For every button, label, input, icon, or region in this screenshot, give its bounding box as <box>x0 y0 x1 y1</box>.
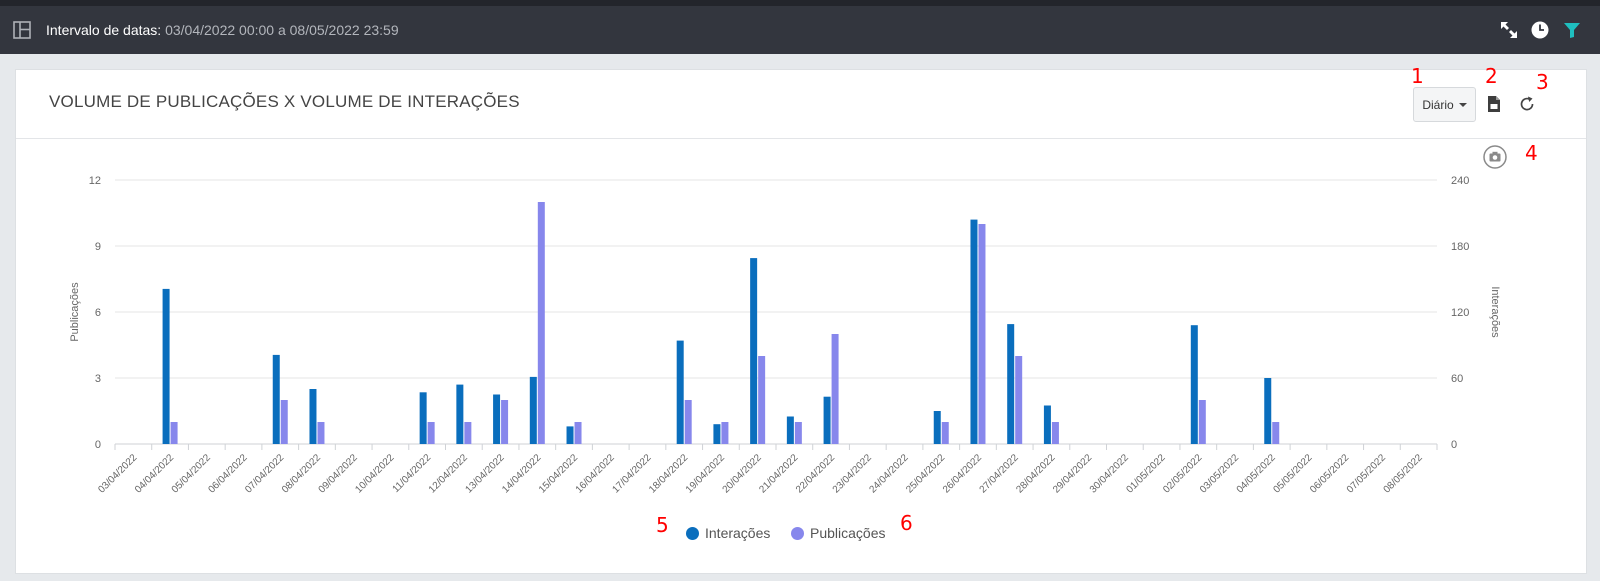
bar-interacoes <box>1043 405 1051 444</box>
bar-publicacoes <box>1015 356 1023 444</box>
legend-swatch-publicacoes <box>791 526 804 540</box>
left-axis-tick-label: 12 <box>89 175 101 187</box>
bar-publicacoes <box>1051 422 1059 444</box>
left-axis-tick-label: 9 <box>95 241 101 253</box>
period-dropdown-value: Diário <box>1422 97 1454 112</box>
bar-publicacoes <box>1198 400 1206 444</box>
caret-down-icon <box>1458 102 1467 107</box>
left-axis-title: Publicações <box>69 282 81 342</box>
bar-publicacoes <box>794 422 802 444</box>
bar-publicacoes <box>170 422 178 444</box>
bar-publicacoes <box>978 224 986 444</box>
bar-interacoes <box>456 384 464 444</box>
top-toolbar: Intervalo de datas: 03/04/2022 00:00 a 0… <box>0 6 1600 54</box>
bar-publicacoes <box>464 422 472 444</box>
right-axis-tick-label: 180 <box>1451 241 1469 253</box>
bar-interacoes <box>1190 325 1198 444</box>
date-range-caption: Intervalo de datas <box>46 22 158 38</box>
bar-publicacoes <box>831 334 839 444</box>
x-axis-tick-label: 10/04/2022 <box>353 452 396 495</box>
bar-publicacoes <box>721 422 729 444</box>
legend-item-publicacoes[interactable]: Publicações <box>791 525 886 541</box>
bar-interacoes <box>272 354 280 444</box>
bar-publicacoes <box>501 400 509 444</box>
bar-interacoes <box>933 411 941 444</box>
bar-interacoes <box>676 340 684 444</box>
bar-interacoes <box>786 416 794 444</box>
annotation-2: 2 <box>1485 64 1498 88</box>
card-header: VOLUME DE PUBLICAÇÕES X VOLUME DE INTERA… <box>16 64 1586 139</box>
left-axis-tick-label: 3 <box>95 373 101 385</box>
bar-interacoes <box>1007 324 1015 444</box>
legend-label-interacoes: Interações <box>705 525 771 541</box>
bar-publicacoes <box>537 202 545 444</box>
refresh-icon[interactable] <box>1515 92 1539 116</box>
bar-publicacoes <box>758 356 766 444</box>
fullscreen-icon[interactable] <box>1497 18 1521 42</box>
bar-publicacoes <box>427 422 435 444</box>
legend-item-interacoes[interactable]: Interações <box>686 525 770 541</box>
clock-icon[interactable] <box>1528 18 1552 42</box>
bar-publicacoes <box>684 400 692 444</box>
right-axis-tick-label: 120 <box>1451 307 1469 319</box>
bar-interacoes <box>529 376 537 444</box>
filter-icon[interactable] <box>1560 18 1584 42</box>
date-range-separator: : <box>157 22 162 38</box>
bar-interacoes <box>1264 378 1272 444</box>
bar-interacoes <box>162 288 170 444</box>
left-axis-tick-label: 6 <box>95 307 101 319</box>
top-strip <box>0 0 1600 6</box>
bar-publicacoes <box>317 422 325 444</box>
chart-card: VOLUME DE PUBLICAÇÕES X VOLUME DE INTERA… <box>15 64 1587 574</box>
x-axis-tick-label: 08/05/2022 <box>1382 452 1425 495</box>
annotation-5: 5 <box>656 513 669 537</box>
period-dropdown[interactable]: Diário <box>1413 87 1476 122</box>
card-title: VOLUME DE PUBLICAÇÕES X VOLUME DE INTERA… <box>49 92 520 111</box>
bar-publicacoes <box>1272 422 1280 444</box>
right-axis-title: Interações <box>1489 286 1501 338</box>
bar-interacoes <box>309 389 317 444</box>
bar-interacoes <box>823 396 831 444</box>
legend-label-publicacoes: Publicações <box>810 525 886 541</box>
annotation-3: 3 <box>1536 70 1549 94</box>
bar-publicacoes <box>941 422 949 444</box>
bar-publicacoes <box>280 400 288 444</box>
annotation-4: 4 <box>1525 141 1538 165</box>
left-axis-tick-label: 0 <box>95 439 101 451</box>
bar-interacoes <box>970 219 978 444</box>
bar-interacoes <box>419 392 427 444</box>
date-range-value: 03/04/2022 00:00 a 08/05/2022 23:59 <box>165 22 399 38</box>
bar-publicacoes <box>574 422 582 444</box>
date-range-label: Intervalo de datas: 03/04/2022 00:00 a 0… <box>46 22 399 38</box>
right-axis-tick-label: 0 <box>1451 439 1457 451</box>
right-axis-tick-label: 240 <box>1451 175 1469 187</box>
bar-interacoes <box>493 394 501 444</box>
camera-icon[interactable] <box>1483 145 1507 169</box>
export-pdf-icon[interactable] <box>1482 92 1506 116</box>
bar-interacoes <box>713 424 721 444</box>
layout-panel-icon[interactable] <box>13 21 31 39</box>
legend-swatch-interacoes <box>686 526 699 540</box>
right-axis-tick-label: 60 <box>1451 373 1463 385</box>
annotation-6: 6 <box>900 511 913 535</box>
bar-interacoes <box>750 258 758 444</box>
annotation-1: 1 <box>1411 64 1424 88</box>
bar-interacoes <box>566 426 574 444</box>
